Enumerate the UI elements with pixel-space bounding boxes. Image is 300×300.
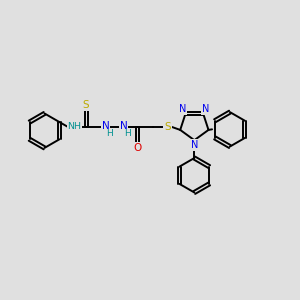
Text: H: H	[106, 129, 113, 138]
Text: N: N	[120, 121, 128, 131]
Text: NH: NH	[67, 122, 81, 131]
Text: N: N	[202, 104, 210, 115]
Text: S: S	[83, 100, 89, 110]
Text: S: S	[164, 122, 171, 132]
Text: N: N	[191, 140, 198, 150]
Text: N: N	[102, 121, 110, 131]
Text: O: O	[133, 143, 141, 153]
Text: N: N	[179, 104, 187, 115]
Text: H: H	[124, 129, 131, 138]
